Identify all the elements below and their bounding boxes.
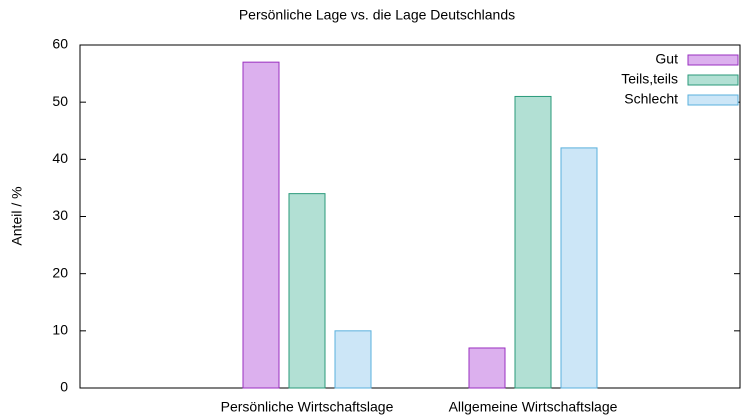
legend-swatch [687,94,739,106]
y-tick-label: 50 [52,93,68,109]
legend-label: Gut [655,51,678,67]
bar [468,347,506,389]
y-tick-label: 10 [52,322,68,338]
legend-swatch [687,54,739,66]
legend-swatch [687,74,739,86]
bar [334,330,372,389]
y-tick-label: 20 [52,264,68,280]
bar [560,147,598,389]
legend-label: Schlecht [624,91,678,107]
bar [514,95,552,389]
legend-label: Teils,teils [621,71,678,87]
bar [242,61,280,389]
y-tick-label: 30 [52,207,68,223]
y-tick-label: 60 [52,36,68,52]
x-tick-label: Persönliche Wirtschaftslage [221,399,394,415]
x-tick-label: Allgemeine Wirtschaftslage [449,399,618,415]
y-tick-label: 40 [52,150,68,166]
y-axis-label: Anteil / % [9,186,25,245]
chart-title: Persönliche Lage vs. die Lage Deutschlan… [239,7,515,23]
y-tick-label: 0 [60,379,68,395]
bar [288,193,326,389]
